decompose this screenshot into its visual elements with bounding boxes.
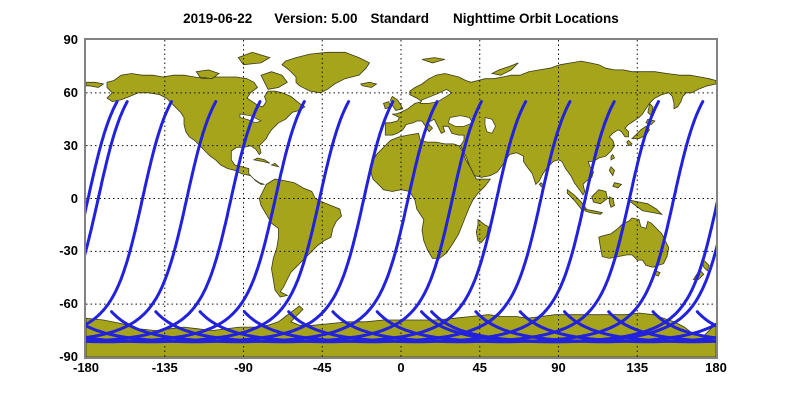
orbit-track <box>86 100 119 215</box>
landmass-victoria-island <box>195 69 220 80</box>
orbit-track <box>86 100 218 340</box>
y-tick-label: -30 <box>59 243 78 259</box>
landmass-novaya-zemlya <box>490 62 519 76</box>
water-great-lakes <box>239 113 262 124</box>
landmass-eurasia <box>384 60 716 196</box>
x-tick-label: -90 <box>234 360 253 375</box>
y-tick-label: -60 <box>59 296 78 312</box>
orbit-track <box>375 100 705 344</box>
y-tick-label: -90 <box>59 349 78 364</box>
landmass-south-america <box>258 178 342 298</box>
x-tick-label: -135 <box>151 360 178 375</box>
landmass-baffin-island <box>260 71 288 90</box>
orbit-track <box>420 200 716 344</box>
orbit-track <box>695 310 716 328</box>
world-map-svg <box>86 40 716 357</box>
landmass-iceland <box>360 81 378 88</box>
landmass-luzon <box>608 166 615 177</box>
landmass-hispaniola <box>270 162 280 168</box>
gridlines <box>86 40 716 357</box>
landmass-java <box>584 208 604 215</box>
x-tick-label: 0 <box>397 360 405 375</box>
x-tick-label: 135 <box>626 360 649 375</box>
title-name: Nighttime Orbit Locations <box>453 11 619 26</box>
x-tick-label: 180 <box>705 360 727 375</box>
landmass-sulawesi <box>608 196 615 208</box>
y-tick-label: 60 <box>63 84 78 100</box>
orbit-tracks <box>86 100 716 344</box>
x-tick-label: 90 <box>551 360 566 375</box>
landmass-new-guinea <box>627 199 664 215</box>
y-tick-label: 0 <box>70 190 78 206</box>
title-version: Version: 5.00 <box>274 11 358 26</box>
title-product: Standard <box>370 11 430 26</box>
landmass-greenland <box>281 51 371 94</box>
figure-title: 2019-06-22 Version: 5.00 Standard Nightt… <box>86 11 716 26</box>
landmass-mindanao <box>612 182 623 189</box>
y-tick-label: 90 <box>63 32 78 47</box>
water-caspian-sea <box>484 117 496 134</box>
landmass-kyushu <box>626 139 633 147</box>
x-tick-label: 45 <box>472 360 487 375</box>
water-black-sea <box>447 115 474 127</box>
x-tick-label: -45 <box>312 360 332 375</box>
landmass-taiwan <box>610 153 616 161</box>
orbit-track <box>651 310 716 340</box>
orbit-track <box>86 100 173 327</box>
orbit-track <box>86 100 129 256</box>
landmass-ellesmere-island <box>237 51 271 66</box>
y-tick-label: 30 <box>63 137 78 153</box>
landmass-cuba <box>252 157 271 164</box>
landmass-svalbard <box>421 57 445 64</box>
landmass-borneo <box>591 189 608 205</box>
landmass-great-britain <box>390 95 404 111</box>
plot-area <box>84 38 718 359</box>
landmass-antarctica <box>86 305 716 357</box>
title-date: 2019-06-22 <box>183 11 253 26</box>
landmass-chukotka-west-wrap <box>86 81 105 88</box>
water-baltic-sea <box>419 88 453 104</box>
x-tick-label: -180 <box>72 360 100 375</box>
